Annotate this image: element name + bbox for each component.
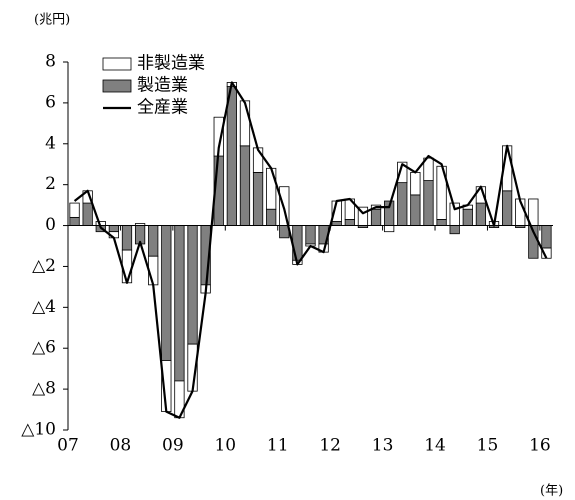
x-tick-label: 07	[57, 436, 79, 456]
y-unit: (兆円)	[34, 13, 70, 28]
bar	[69, 216, 80, 226]
x-unit: (年)	[540, 484, 563, 499]
bar	[121, 225, 133, 251]
bar	[161, 225, 172, 361]
x-tick-label: 15	[477, 436, 499, 456]
y-tick-label: 6	[45, 92, 56, 112]
y-tick-label: △10	[21, 420, 56, 440]
legend-label: 全産業	[137, 98, 188, 118]
bar	[69, 202, 80, 218]
bar	[410, 171, 421, 196]
bar	[541, 225, 552, 249]
bar	[121, 249, 133, 284]
bar	[502, 190, 513, 226]
y-tick-label: 0	[45, 215, 56, 235]
bar	[423, 157, 434, 181]
y-tick-label: △8	[32, 379, 56, 399]
bar	[252, 171, 264, 226]
bar	[397, 182, 408, 226]
bar	[344, 219, 355, 226]
legend-swatch	[102, 57, 132, 71]
x-tick-label: 10	[214, 436, 236, 456]
bar	[331, 221, 342, 226]
bar	[475, 202, 487, 226]
x-tick-label: 08	[110, 436, 132, 456]
x-tick-label: 13	[372, 436, 394, 456]
bar	[226, 86, 237, 226]
legend-label: 非製造業	[137, 54, 205, 74]
y-tick-label: △6	[32, 338, 56, 358]
x-tick-label: 12	[319, 436, 341, 456]
x-tick-label: 16	[529, 436, 551, 456]
bar	[266, 167, 277, 210]
y-tick-label: 2	[45, 174, 56, 194]
bar	[449, 225, 460, 235]
bar	[108, 225, 119, 233]
x-tick-label: 09	[162, 436, 184, 456]
bar	[148, 225, 159, 257]
bar	[384, 225, 395, 233]
bar	[397, 161, 408, 184]
bar	[174, 225, 185, 382]
legend-label: 製造業	[137, 76, 188, 96]
y-tick-label: 4	[45, 133, 56, 153]
legend-swatch	[102, 79, 132, 93]
bar	[82, 202, 93, 226]
x-tick-label: 14	[424, 436, 446, 456]
bar	[305, 225, 316, 245]
bar	[239, 100, 251, 147]
bar	[266, 208, 277, 226]
bar	[436, 219, 447, 226]
bar	[541, 247, 552, 259]
y-tick-label: △2	[32, 256, 56, 276]
bar	[370, 208, 382, 226]
bar	[239, 145, 251, 226]
bar	[462, 208, 473, 226]
y-tick-label: 8	[45, 52, 56, 72]
line	[73, 81, 548, 419]
bar	[187, 225, 198, 345]
x-tick-label: 11	[267, 436, 289, 456]
bar	[410, 194, 421, 226]
bar	[423, 180, 434, 226]
y-tick-label: △4	[32, 297, 56, 317]
